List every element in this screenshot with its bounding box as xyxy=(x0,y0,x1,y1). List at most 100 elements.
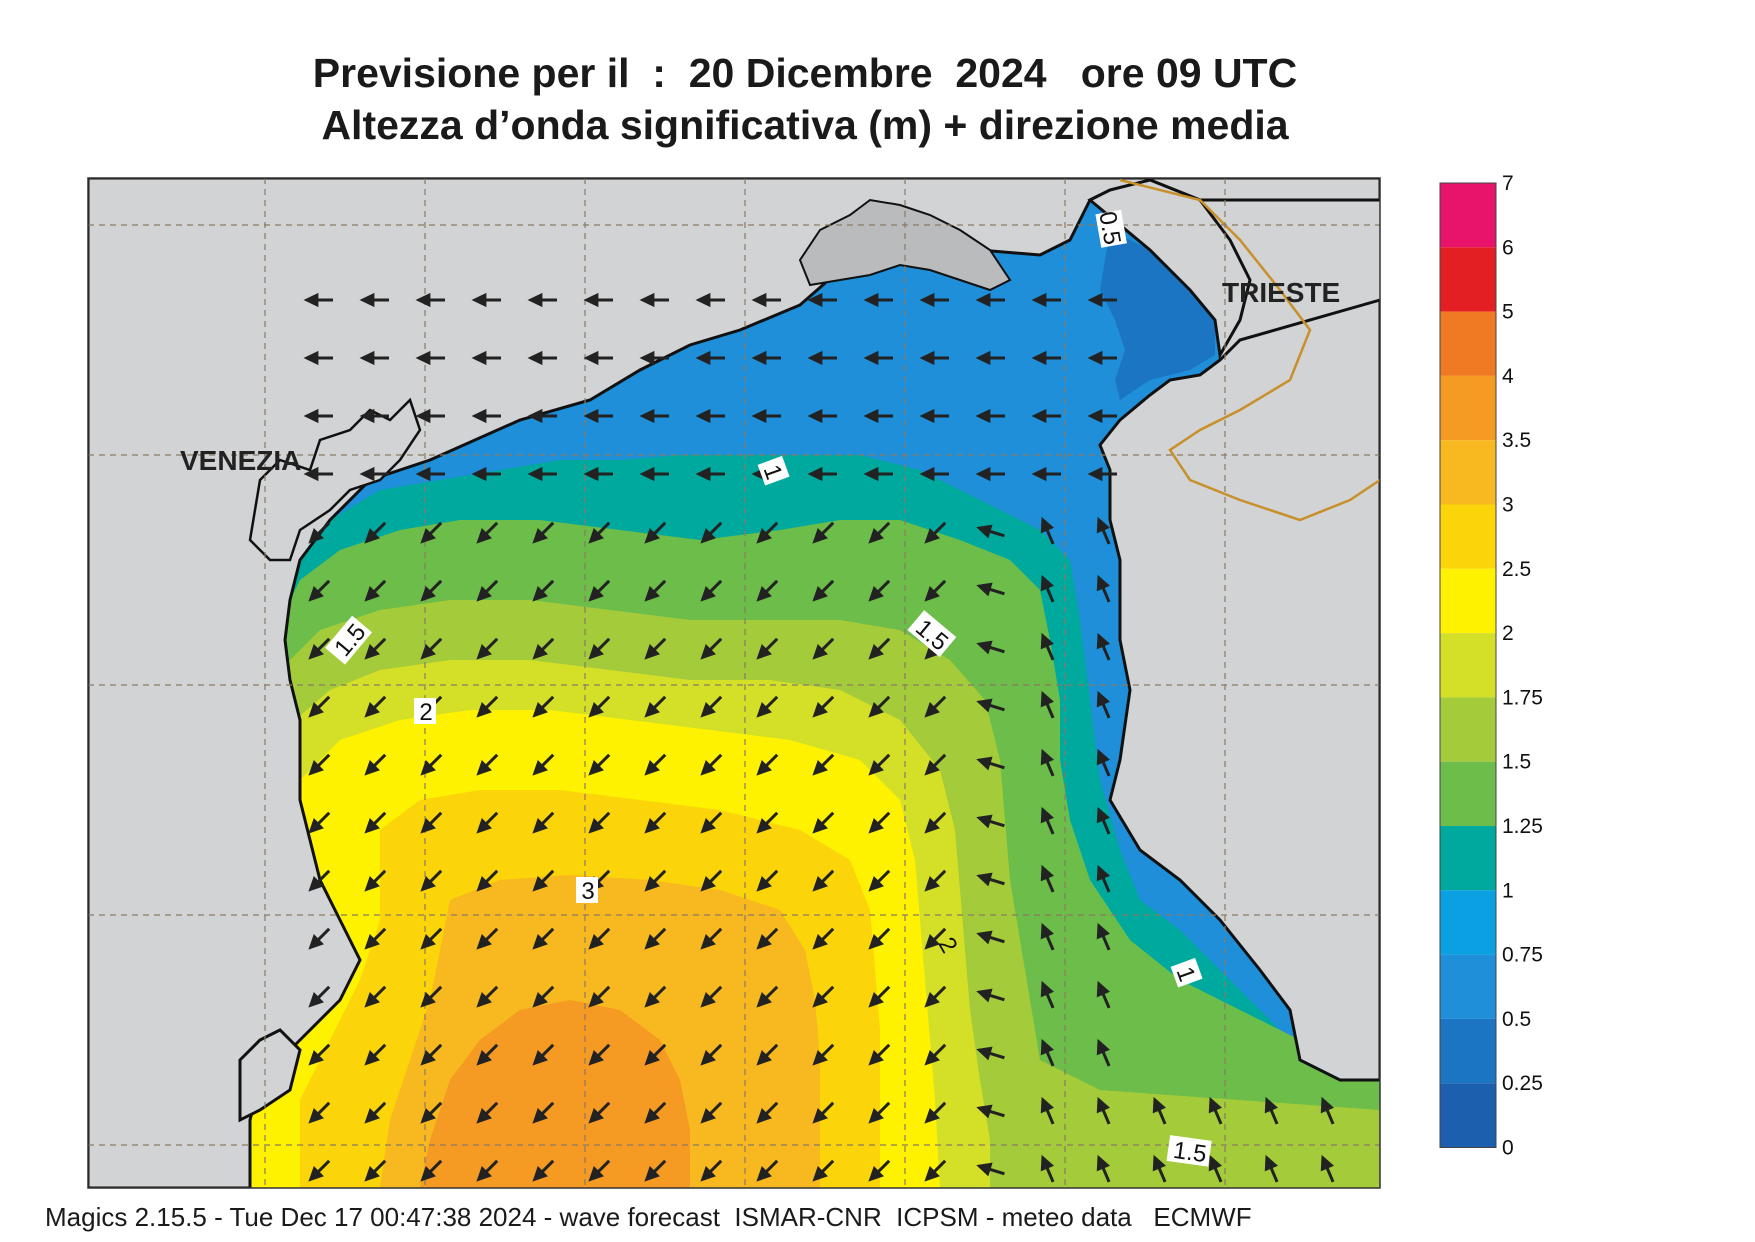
direction-arrow-head xyxy=(807,350,823,366)
direction-arrow-head xyxy=(415,408,431,424)
direction-arrow-head xyxy=(976,1104,993,1119)
direction-arrow-head xyxy=(812,818,828,834)
direction-arrow-head xyxy=(1320,1154,1334,1172)
direction-arrow-head xyxy=(1040,980,1054,998)
direction-arrow-head xyxy=(527,350,543,366)
direction-arrow-head xyxy=(303,292,319,308)
colorbar-segment xyxy=(1440,440,1496,505)
direction-arrow-head xyxy=(812,1050,828,1066)
colorbar-segment xyxy=(1440,1083,1496,1148)
direction-arrow-head xyxy=(924,586,940,602)
direction-arrow-head xyxy=(812,528,828,544)
direction-arrow-head xyxy=(583,292,599,308)
direction-arrow-head xyxy=(1208,1096,1222,1114)
direction-arrow-head xyxy=(588,1050,604,1066)
colorbar-tick-label: 0.75 xyxy=(1502,944,1543,967)
direction-arrow-head xyxy=(700,528,716,544)
direction-arrow-head xyxy=(527,466,543,482)
colorbar-segment xyxy=(1440,504,1496,569)
direction-arrow-head xyxy=(919,350,935,366)
direction-arrow-head xyxy=(1096,1096,1110,1114)
direction-arrow-head xyxy=(588,934,604,950)
colorbar-tick-label: 3.5 xyxy=(1502,429,1531,452)
direction-arrow-head xyxy=(868,1166,884,1182)
direction-arrow-head xyxy=(1096,980,1110,998)
direction-arrow-head xyxy=(812,876,828,892)
direction-arrow-head xyxy=(868,586,884,602)
direction-arrow-head xyxy=(420,528,436,544)
direction-arrow-head xyxy=(308,1050,324,1066)
direction-arrow-head xyxy=(359,466,375,482)
direction-arrow-head xyxy=(308,644,324,660)
city-label-venezia: VENEZIA xyxy=(180,445,301,476)
direction-arrow-head xyxy=(1208,1154,1222,1172)
direction-arrow-head xyxy=(919,292,935,308)
colorbar-tick-label: 2 xyxy=(1502,622,1514,645)
direction-arrow-head xyxy=(975,292,991,308)
direction-arrow-head xyxy=(364,876,380,892)
direction-arrow-head xyxy=(924,1050,940,1066)
direction-arrow-head xyxy=(751,350,767,366)
direction-arrow-head xyxy=(476,818,492,834)
direction-arrow-head xyxy=(812,702,828,718)
direction-arrow-head xyxy=(644,528,660,544)
colorbar-tick-label: 1.75 xyxy=(1502,686,1543,709)
direction-arrow-head xyxy=(476,644,492,660)
direction-arrow-head xyxy=(1096,922,1110,940)
direction-arrow-head xyxy=(756,644,772,660)
direction-arrow-head xyxy=(1096,1154,1110,1172)
direction-arrow-head xyxy=(476,876,492,892)
direction-arrow-head xyxy=(1152,1096,1166,1114)
direction-arrow-head xyxy=(359,408,375,424)
colorbar-tick-label: 4 xyxy=(1502,365,1514,388)
national-border-line xyxy=(1119,178,1380,522)
direction-arrow-head xyxy=(308,1166,324,1182)
direction-arrow-head xyxy=(1096,632,1110,650)
direction-arrow-head xyxy=(1096,864,1110,882)
direction-arrow-head xyxy=(644,702,660,718)
direction-arrow-head xyxy=(700,586,716,602)
direction-arrow-head xyxy=(639,292,655,308)
direction-arrow-head xyxy=(471,408,487,424)
direction-arrow-head xyxy=(471,292,487,308)
colorbar-tick-label: 1.25 xyxy=(1502,815,1543,838)
direction-arrow-head xyxy=(924,760,940,776)
direction-arrow-head xyxy=(812,992,828,1008)
direction-arrow-head xyxy=(583,466,599,482)
map-subtitle: Altezza d’onda significativa (m) + direz… xyxy=(321,102,1289,148)
direction-arrow-head xyxy=(471,466,487,482)
map-frame xyxy=(87,177,1381,1189)
direction-arrow-head xyxy=(1096,574,1110,592)
direction-arrow-head xyxy=(644,992,660,1008)
direction-arrow-head xyxy=(527,408,543,424)
istria-land xyxy=(1098,298,1380,1082)
direction-arrow-head xyxy=(644,644,660,660)
direction-arrow-head xyxy=(863,466,879,482)
direction-arrow-head xyxy=(420,586,436,602)
direction-arrow-head xyxy=(639,350,655,366)
direction-arrow-head xyxy=(863,408,879,424)
direction-arrow-head xyxy=(303,408,319,424)
map-area: 0.5 1 1 2 1.5 1.5 1.5 xyxy=(88,178,1380,1188)
direction-arrow-head xyxy=(976,582,993,597)
direction-arrow-head xyxy=(476,702,492,718)
direction-arrow-head xyxy=(756,1108,772,1124)
direction-arrow-head xyxy=(807,292,823,308)
direction-arrow-head xyxy=(812,934,828,950)
colorbar-segment xyxy=(1440,826,1496,891)
direction-arrow-head xyxy=(583,350,599,366)
direction-arrow-head xyxy=(700,644,716,660)
direction-arrow-head xyxy=(359,350,375,366)
direction-arrow-head xyxy=(924,818,940,834)
direction-arrow-head xyxy=(807,408,823,424)
direction-arrow-head xyxy=(532,644,548,660)
direction-arrow-head xyxy=(975,350,991,366)
direction-arrow-head xyxy=(1087,466,1103,482)
direction-arrow-head xyxy=(976,1046,993,1061)
direction-arrow-head xyxy=(308,1108,324,1124)
direction-arrow-head xyxy=(751,408,767,424)
direction-arrow-head xyxy=(476,1050,492,1066)
direction-arrow-head xyxy=(695,466,711,482)
direction-arrow-head xyxy=(588,760,604,776)
